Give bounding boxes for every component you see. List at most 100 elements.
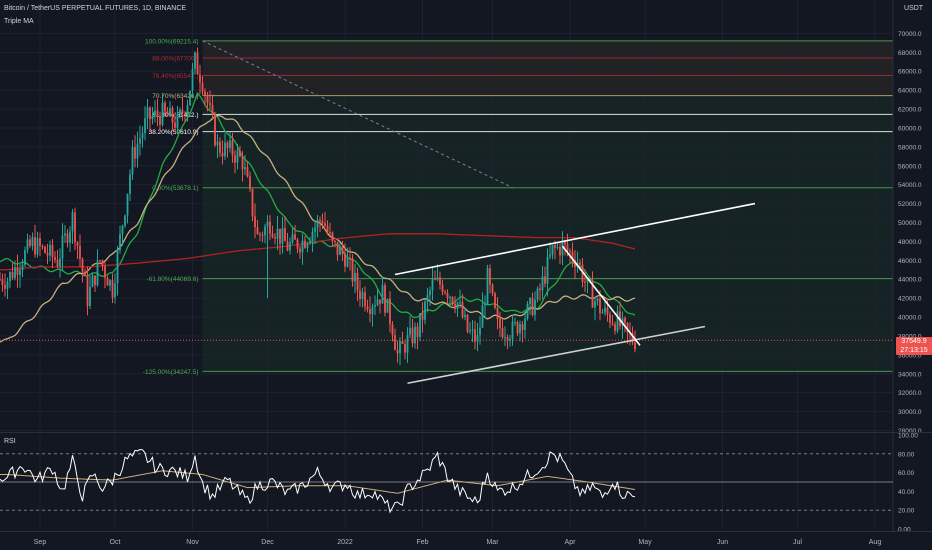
candle-body [251,188,254,217]
candle-body [64,233,66,236]
symbol-title[interactable]: Bitcoin / TetherUS PERPETUAL FUTURES, 1D… [4,5,187,12]
candle-body [269,221,271,234]
candle-body [114,283,116,298]
candle-body [306,243,309,248]
price-axis-label: 62000.0 [898,107,922,114]
candle-body [404,344,406,353]
candle-body [186,105,189,115]
candle-body [206,95,209,103]
candle-body [336,242,339,255]
candle-body [564,241,566,245]
price-axis-label: 60000.0 [898,125,922,132]
rsi-axis-label: 80.00 [898,451,915,458]
candle-body [146,107,149,119]
price-axis-label: 58000.0 [898,144,922,151]
candle-body [179,109,181,114]
candle-body [4,285,6,289]
candle-body [599,298,601,314]
candle-body [381,285,384,304]
candle-body [341,246,344,254]
candle-body [616,311,619,331]
candle-body [494,293,496,308]
price-axis-label: 52000.0 [898,201,922,208]
candle-body [231,140,234,156]
rsi-label[interactable]: RSI [4,438,16,445]
candle-body [281,228,284,244]
price-axis-label: 36000.0 [898,352,922,359]
candle-body [249,176,251,189]
candle-body [76,242,79,246]
time-axis-label: Sep [34,539,47,546]
candle-body [441,284,444,292]
trendline [407,325,706,385]
candle-body [99,260,101,262]
candle-body [526,303,529,319]
candle-body [244,167,246,170]
time-axis-label: 2022 [337,539,353,546]
candle-body [471,329,474,331]
candle-body [21,264,24,270]
trendline [394,202,756,276]
indicator-label[interactable]: Triple MA [4,18,34,25]
candle-body [41,246,44,248]
candle-body [399,341,401,354]
candle-body [504,337,506,339]
candle-body [151,115,154,120]
time-axis-label: Dec [261,539,274,546]
candle-body [484,303,486,306]
candle-body [429,290,431,296]
candle-body [581,264,584,282]
candle-body [126,193,129,216]
candle-body [384,285,386,313]
time-axis-label: Jun [717,539,728,546]
candle-body [214,114,216,146]
candle-body [289,242,291,251]
candle-body [169,108,171,117]
fib-zone-upper [202,40,893,96]
candle-body [256,227,259,235]
candle-body [446,292,449,298]
candle-body [24,250,26,265]
candle-body [224,142,226,157]
candle-body [329,232,331,234]
price-axis-label: 54000.0 [898,182,922,189]
price-axis-label: 42000.0 [898,296,922,303]
candle-body [141,133,144,139]
candle-body [536,288,539,300]
candle-body [449,297,451,299]
candle-body [104,266,106,278]
candle-body [246,167,249,177]
candle-body [171,108,174,123]
candle-body [356,272,359,291]
fib-label: -61.80%(44069.6) [146,276,198,283]
price-axis-label: 64000.0 [898,88,922,95]
candle-body [311,231,314,242]
candle-body [579,262,581,265]
candle-body [29,239,31,246]
candle-body [299,248,301,253]
candle-body [81,258,84,273]
candle-body [49,244,51,256]
candle-body [241,156,244,170]
candle-body [154,110,156,116]
price-axis-label: 68000.0 [898,50,922,57]
candle-body [121,225,124,235]
candle-body [406,334,409,353]
fib-label: -125.00%(34247.5) [143,369,199,376]
trendline [561,245,641,346]
time-axis-label: Oct [110,539,121,546]
candle-body [521,324,524,330]
candle-body [0,279,1,281]
candle-body [124,215,126,226]
candle-body [394,335,396,350]
candle-body [221,152,224,157]
candle-body [96,260,99,285]
candle-body [631,333,634,343]
candle-body [191,68,194,91]
candle-body [226,142,229,149]
candle-body [436,277,439,280]
candle-body [176,113,179,128]
candle-body [464,314,466,318]
candle-body [596,298,599,302]
